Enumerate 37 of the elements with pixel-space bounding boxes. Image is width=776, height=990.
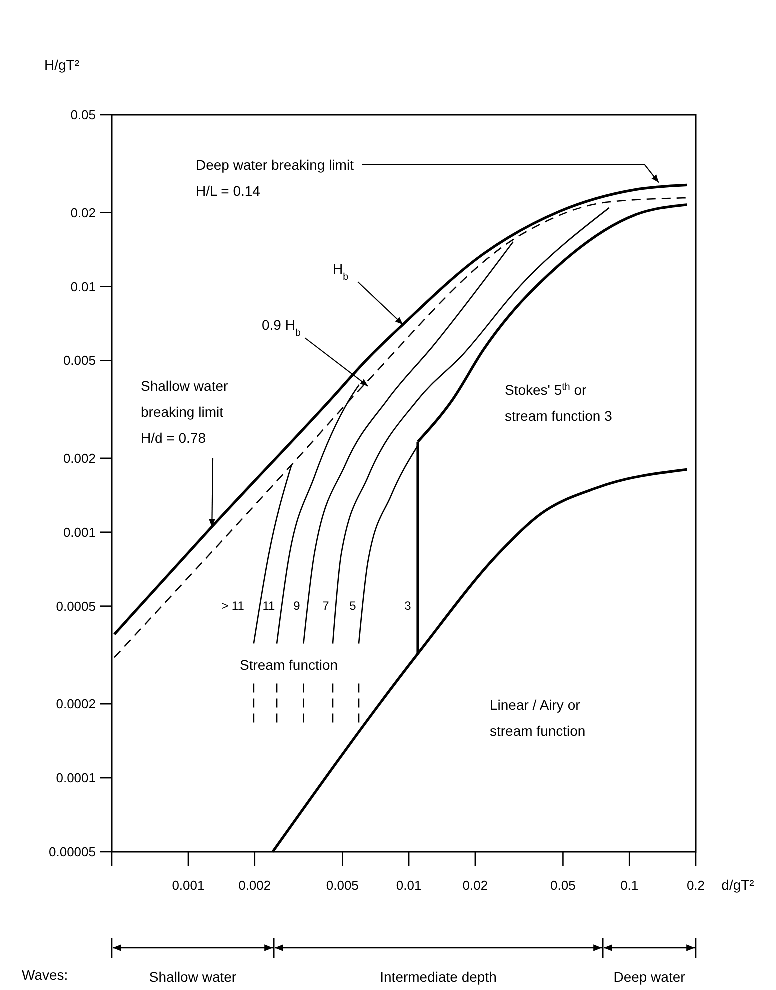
annotation: 5 (350, 599, 357, 613)
y-tick-label: 0.00005 (49, 844, 96, 860)
y-tick-label: 0.02 (70, 205, 96, 220)
annotation: 3 (404, 599, 412, 613)
annotation: H$_{b}$ (333, 261, 350, 282)
y-tick-label: 0.0001 (56, 770, 96, 786)
x-tick-label: 0.05 (550, 878, 576, 893)
annotation: 11 (262, 599, 276, 613)
x-tick-label: 0.01 (396, 878, 422, 893)
text: Shallow water (149, 969, 237, 985)
annotation: 7 (322, 599, 330, 613)
text: Intermediate depth (380, 969, 497, 985)
annotation: Linear / Airy or stream function (490, 697, 586, 739)
annotation: 0.9 H$_{b}$ (262, 317, 302, 338)
annotation: 9 (294, 599, 301, 613)
x-tick-label: 0.02 (462, 878, 488, 893)
y-tick-label: 0.002 (63, 450, 96, 466)
annotation: Deep water breaking limit H/L = 0.14 (196, 157, 354, 199)
annotation: Stokes' 5$^{th}$ or stream function 3 (505, 382, 613, 424)
y-tick-label: 0.005 (63, 353, 96, 368)
x-tick-label: 0.002 (238, 878, 272, 893)
annotation: Shallow water breaking limit H/d = 0.78 (141, 378, 228, 446)
y-tick-label: 0.0002 (56, 696, 96, 712)
annotation: Stream function (240, 657, 338, 673)
y-tick-label: 0.0005 (56, 598, 96, 614)
x-axis-title: d/gT² (722, 877, 755, 893)
y-axis-title: H/gT² (44, 57, 80, 73)
text: Waves: (22, 967, 68, 983)
x-tick-label: 0.005 (326, 878, 359, 893)
x-tick-label: 0.001 (172, 878, 205, 893)
y-tick-label: 0.05 (70, 108, 96, 123)
text: Deep water (614, 969, 686, 985)
annotation: > 11 (222, 599, 245, 613)
y-tick-label: 0.001 (63, 524, 96, 540)
y-tick-label: 0.01 (70, 279, 96, 294)
x-tick-label: 0.1 (620, 878, 639, 893)
x-tick-label: 0.2 (686, 878, 706, 893)
